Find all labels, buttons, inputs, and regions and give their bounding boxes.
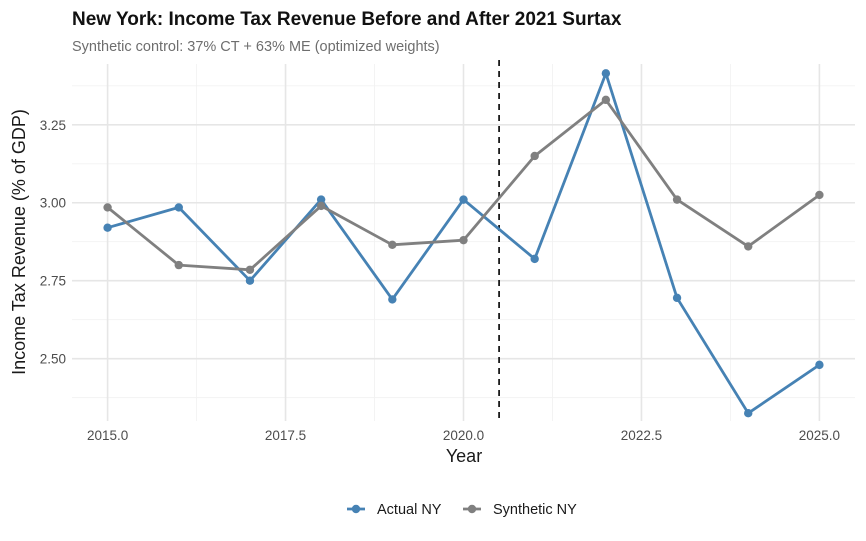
data-point-actual-ny [388, 295, 397, 304]
data-point-actual-ny [672, 293, 682, 303]
data-point-actual-ny [459, 195, 468, 204]
y-axis-title: Income Tax Revenue (% of GDP) [9, 109, 29, 375]
data-point-actual-ny [245, 276, 255, 285]
data-point-actual-ny [744, 409, 753, 418]
data-point-actual-ny [530, 254, 539, 264]
data-point-synthetic-ny [672, 195, 682, 204]
data-point-synthetic-ny [103, 203, 112, 212]
data-point-synthetic-ny [815, 190, 824, 200]
x-axis-title: Year [446, 446, 482, 466]
y-tick-label: 3.25 [40, 118, 66, 133]
data-point-synthetic-ny [316, 201, 326, 211]
data-point-actual-ny [103, 223, 112, 232]
data-point-actual-ny [601, 69, 611, 78]
x-tick-label: 2020.0 [443, 428, 484, 443]
data-point-actual-ny [815, 360, 824, 370]
y-tick-label: 3.00 [40, 196, 66, 211]
data-point-actual-ny [174, 203, 183, 212]
chart-title: New York: Income Tax Revenue Before and … [72, 9, 622, 30]
data-point-synthetic-ny [601, 95, 611, 105]
x-tick-label: 2022.5 [621, 428, 662, 443]
data-point-synthetic-ny [174, 260, 183, 270]
legend: Actual NY Synthetic NY [347, 502, 577, 518]
y-tick-label: 2.75 [40, 274, 66, 289]
data-point-synthetic-ny [744, 242, 753, 251]
x-tick-label: 2015.0 [87, 428, 128, 443]
data-point-actual-ny [316, 195, 326, 204]
data-point-synthetic-ny [245, 265, 255, 274]
data-point-synthetic-ny [459, 235, 468, 245]
legend-key-point-synthetic-ny [467, 504, 477, 514]
legend-label-synthetic-ny: Synthetic NY [493, 502, 577, 518]
plot-area: 2015.0 2017.5 2020.0 2022.5 2025.0 2.50 2.75 3.… [40, 60, 855, 443]
data-point-synthetic-ny [530, 151, 539, 161]
legend-key-point-actual-ny [351, 504, 361, 514]
x-tick-label: 2017.5 [265, 428, 306, 443]
x-tick-label: 2025.0 [799, 428, 840, 443]
y-tick-label: 2.50 [40, 352, 66, 367]
data-point-synthetic-ny [388, 240, 397, 250]
legend-label-actual-ny: Actual NY [377, 502, 442, 518]
chart-subtitle: Synthetic control: 37% CT + 63% ME (opti… [72, 39, 440, 55]
